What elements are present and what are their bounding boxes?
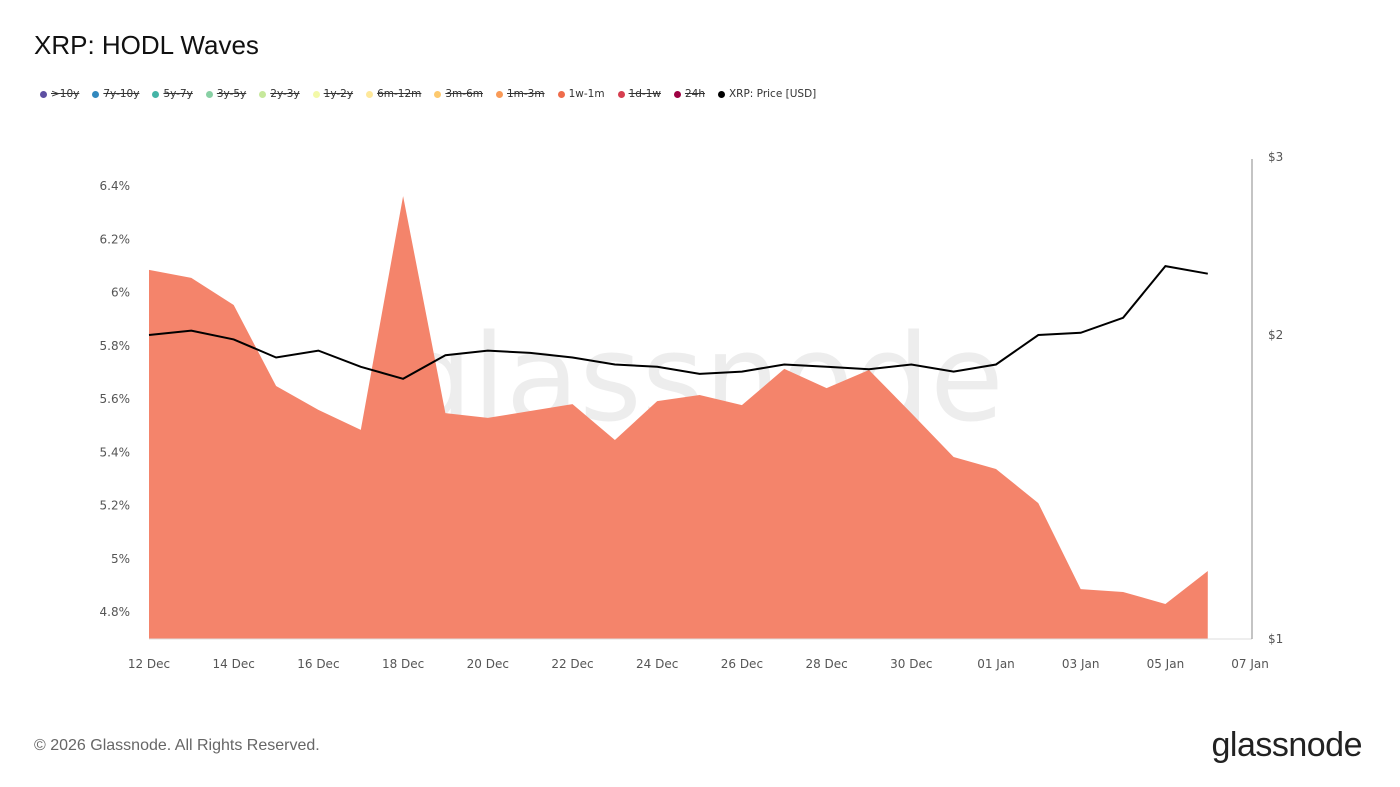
legend-label: 3m-6m <box>445 88 483 100</box>
y-left-tick-label: 4.8% <box>100 605 131 619</box>
legend-dot-icon <box>617 90 625 98</box>
y-left-tick-label: 5.2% <box>100 499 131 513</box>
x-tick-label: 26 Dec <box>721 657 763 671</box>
price-line <box>148 265 1208 380</box>
legend-item-24h[interactable]: 24h <box>673 88 705 100</box>
y-left-tick-label: 5% <box>111 552 130 566</box>
legend-dot-icon <box>205 90 213 98</box>
x-tick-label: 18 Dec <box>382 657 424 671</box>
legend-label: 1d-1w <box>628 88 661 100</box>
legend-label: 2y-3y <box>270 88 300 100</box>
copyright: © 2026 Glassnode. All Rights Reserved. <box>34 737 320 754</box>
y-right-tick-label: $2 <box>1268 328 1283 342</box>
legend-item-6m-12m[interactable]: 6m-12m <box>366 88 421 100</box>
x-tick-label: 24 Dec <box>636 657 678 671</box>
legend-dot-icon <box>40 90 47 98</box>
y-left-tick-label: 5.4% <box>100 445 131 459</box>
y-right-tick-label: $3 <box>1268 150 1283 164</box>
legend: >10y 7y-10y 5y-7y 3y-5y 2y-3y 1y-2y 6m-12m 3m-6… <box>40 88 816 100</box>
x-tick-label: 01 Jan <box>977 657 1015 671</box>
legend-label: 24h <box>684 88 705 100</box>
legend-dot-icon <box>717 90 725 98</box>
y-left-tick-label: 5.6% <box>100 392 131 406</box>
legend-dot-icon <box>92 90 100 98</box>
legend-dot-icon <box>557 90 565 98</box>
legend-item-1y-2y[interactable]: 1y-2y <box>312 88 354 100</box>
x-tick-label: 16 Dec <box>297 657 339 671</box>
legend-label: 6m-12m <box>377 88 422 100</box>
legend-label: >10y <box>51 88 80 100</box>
y-right-tick-label: $1 <box>1268 632 1283 646</box>
legend-dot-icon <box>152 90 160 98</box>
legend-dot-icon <box>673 90 681 98</box>
chart-title: XRP: HODL Waves <box>34 30 259 60</box>
legend-item-xrp-price-usd-[interactable]: XRP: Price [USD] <box>717 88 817 100</box>
y-left-tick-label: 6% <box>111 286 130 300</box>
legend-label: 1y-2y <box>323 88 354 100</box>
x-tick-label: 07 Jan <box>1231 657 1269 671</box>
legend-dot-icon <box>312 90 320 98</box>
legend-dot-icon <box>366 90 374 98</box>
legend-item-5y-7y[interactable]: 5y-7y <box>152 88 193 100</box>
legend-label: 1m-3m <box>506 88 545 100</box>
x-tick-label: 12 Dec <box>128 657 170 671</box>
legend-item-1w-1m[interactable]: 1w-1m <box>557 88 605 100</box>
x-tick-label: 05 Jan <box>1147 657 1185 671</box>
legend-label: 5y-7y <box>163 88 193 100</box>
legend-dot-icon <box>434 90 442 98</box>
legend-dot-icon <box>495 90 503 98</box>
legend-label: 7y-10y <box>103 88 140 100</box>
y-left-tick-label: 6.4% <box>100 179 131 193</box>
legend-item-3m-6m[interactable]: 3m-6m <box>434 88 483 100</box>
y-left-tick-label: 6.2% <box>100 232 131 246</box>
area-series-1w-1m <box>149 196 1208 639</box>
legend-item-3y-5y[interactable]: 3y-5y <box>205 88 247 100</box>
x-tick-label: 03 Jan <box>1062 657 1100 671</box>
y-left-tick-label: 5.8% <box>100 339 131 353</box>
legend-label: XRP: Price [USD] <box>728 88 817 100</box>
legend-item-1d-1w[interactable]: 1d-1w <box>617 88 661 100</box>
legend-dot-icon <box>259 90 267 98</box>
legend-item-7y-10y[interactable]: 7y-10y <box>92 88 139 100</box>
legend-label: 3y-5y <box>216 88 247 100</box>
legend-item--10y[interactable]: >10y <box>40 88 79 100</box>
x-tick-label: 30 Dec <box>890 657 932 671</box>
x-tick-label: 28 Dec <box>805 657 847 671</box>
legend-label: 1w-1m <box>568 88 605 100</box>
x-tick-label: 22 Dec <box>551 657 593 671</box>
x-tick-label: 20 Dec <box>467 657 509 671</box>
legend-item-1m-3m[interactable]: 1m-3m <box>495 88 545 100</box>
x-tick-label: 14 Dec <box>213 657 255 671</box>
legend-item-2y-3y[interactable]: 2y-3y <box>259 88 300 100</box>
glassnode-logo: glassnode <box>1211 726 1362 764</box>
